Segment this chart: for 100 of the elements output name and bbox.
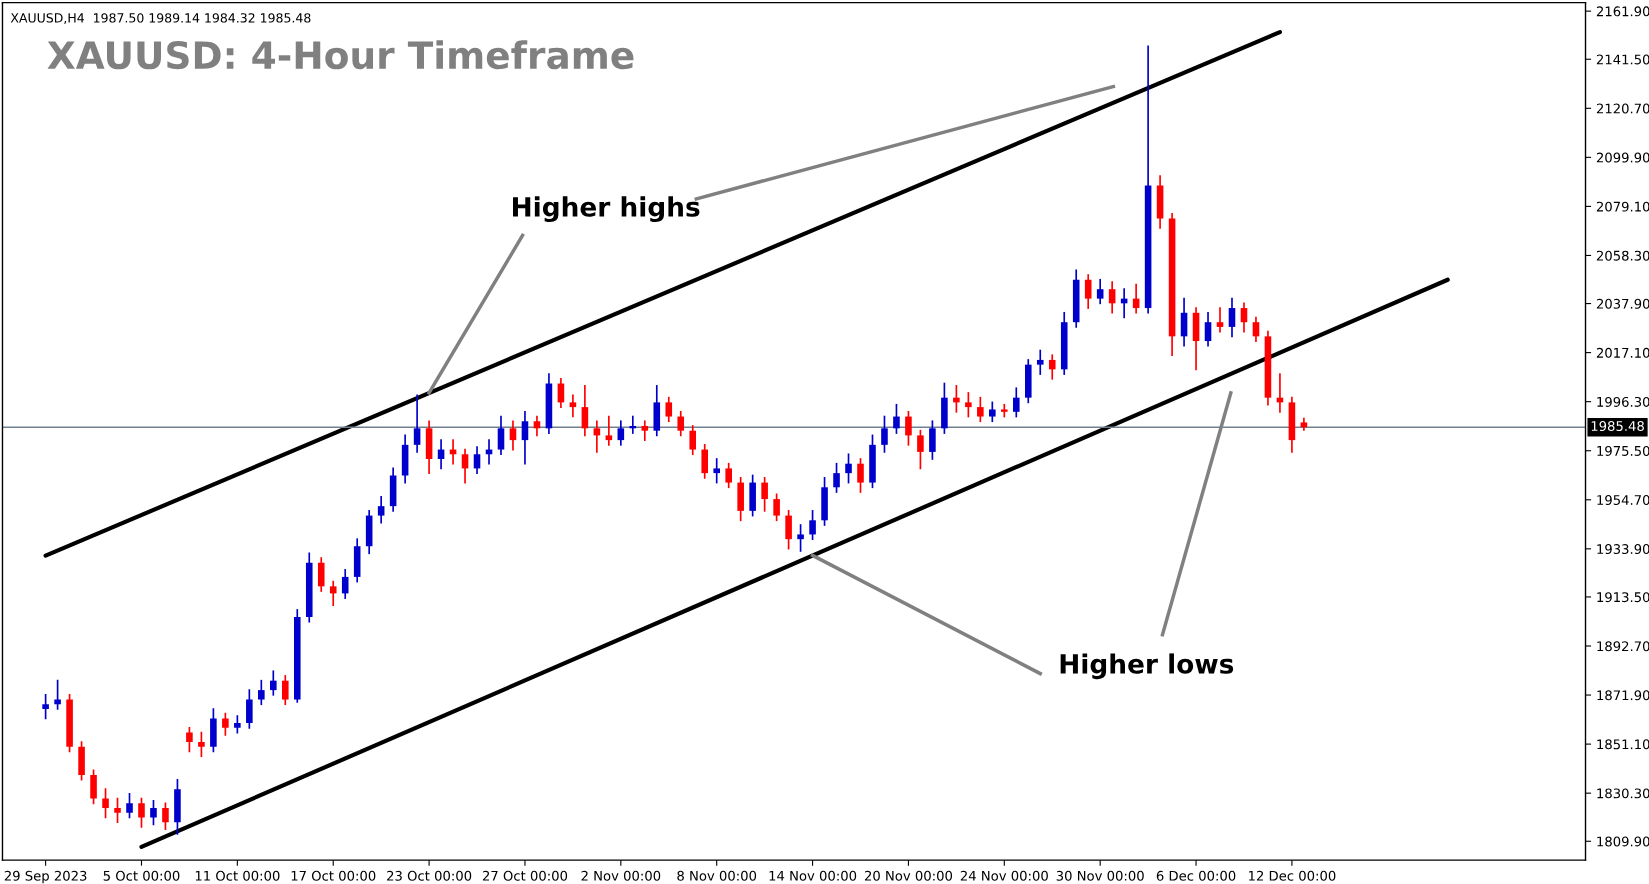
candlestick: [1001, 403, 1008, 418]
candlestick: [761, 477, 768, 512]
x-tick-label: 23 Oct 00:00: [387, 870, 472, 881]
candlestick: [473, 446, 481, 474]
candlestick: [150, 800, 157, 826]
candlestick: [114, 797, 121, 823]
x-tick-label: 24 Nov 00:00: [960, 870, 1048, 881]
x-tick-label: 20 Nov 00:00: [864, 870, 953, 881]
candlestick: [42, 693, 49, 720]
candlestick: [521, 410, 529, 465]
y-tick-label: 2161.90: [1596, 6, 1649, 17]
candlestick: [953, 385, 960, 413]
candlestick: [1108, 281, 1116, 314]
candlestick: [1036, 349, 1044, 375]
y-tick-label: 1996.30: [1597, 396, 1649, 407]
candlestick: [929, 420, 936, 460]
candlestick: [845, 453, 852, 484]
candlestick: [413, 394, 421, 453]
candlestick: [222, 712, 229, 736]
candlestick: [198, 731, 205, 757]
y-tick-label: 1954.70: [1597, 495, 1649, 505]
x-tick-label: 11 Oct 00:00: [195, 870, 280, 881]
candlestick: [725, 462, 732, 489]
candlestick: [617, 420, 625, 446]
y-tick-label: 1975.50: [1597, 445, 1649, 456]
candlestick: [54, 679, 61, 710]
y-tick-label: 1933.90: [1597, 544, 1649, 555]
x-tick-label: 27 Oct 00:00: [482, 870, 568, 881]
candlestick: [1216, 307, 1224, 333]
candlestick: [126, 793, 133, 819]
candlestick: [977, 396, 984, 423]
candlestick: [857, 458, 864, 493]
candlestick: [797, 524, 804, 552]
candlestick: [258, 679, 265, 706]
annotation: XAUUSD,H4 1987.50 1989.14 1984.32 1985.48: [10, 13, 311, 24]
candlestick: [1204, 311, 1212, 347]
y-tick-label: 1851.10: [1597, 739, 1649, 750]
annotation: Higher highs: [513, 196, 700, 223]
x-tick-label: 17 Oct 00:00: [291, 870, 376, 881]
candlestick: [905, 410, 912, 446]
candlestick: [965, 392, 972, 418]
annotation: Higher lows: [1060, 653, 1234, 680]
candlestick: [809, 510, 816, 541]
candlestick: [713, 458, 720, 484]
x-tick-label: 2 Nov 00:00: [581, 870, 661, 881]
x-tick-label: 30 Nov 00:00: [1056, 870, 1144, 881]
candlestick: [341, 568, 349, 599]
x-tick-label: 14 Nov 00:00: [769, 870, 857, 881]
candlestick: [893, 403, 900, 434]
y-tick-label: 2037.90: [1596, 298, 1649, 309]
candlestick: [1084, 274, 1092, 309]
candlestick: [377, 495, 385, 524]
y-tick-label: 2141.50: [1596, 54, 1649, 65]
candlestick: [317, 557, 325, 592]
candlestick: [186, 726, 193, 753]
y-tick-label: 2079.10: [1596, 201, 1649, 212]
candlestick: [701, 443, 709, 479]
candlestick: [605, 415, 613, 446]
candlestick: [461, 448, 469, 484]
candlestick: [1240, 302, 1248, 333]
candlestick: [917, 429, 924, 470]
candlestick: [1012, 387, 1020, 418]
candlestick: [581, 385, 589, 437]
candlestick: [677, 410, 685, 437]
y-tick-label: 2099.90: [1596, 152, 1649, 163]
y-tick-label: 2120.70: [1596, 103, 1649, 114]
candlestick: [102, 788, 109, 819]
y-tick-label: 1871.90: [1597, 690, 1649, 701]
y-tick-label: 1809.90: [1597, 836, 1649, 847]
candlestick: [569, 394, 577, 418]
candlestick: [246, 689, 253, 729]
candlestick: [509, 420, 517, 451]
ref-line-label: 1985.48: [1591, 421, 1644, 432]
y-tick-label: 2058.30: [1596, 250, 1649, 261]
candlestick: [881, 415, 888, 453]
candlestick: [833, 462, 840, 493]
y-tick-label: 2017.10: [1596, 347, 1649, 358]
candlestick: [90, 769, 97, 805]
y-tick-label: 1892.70: [1597, 641, 1649, 652]
candlestick: [497, 415, 505, 456]
candlestick: [329, 580, 337, 607]
y-tick-label: 1830.30: [1597, 788, 1649, 799]
candlestick: [689, 425, 697, 456]
x-tick-label: 12 Dec 00:00: [1249, 870, 1336, 881]
y-tick-label: 1913.50: [1597, 592, 1649, 603]
candlestick: [281, 675, 289, 706]
x-tick-label: 5 Oct 00:00: [103, 870, 180, 881]
candlestick: [138, 797, 145, 828]
candlestick: [785, 510, 792, 550]
candlestick: [773, 493, 780, 522]
text: XAUUSD: 4-Hour Timeframe: [47, 40, 634, 70]
candlestick: [665, 396, 673, 423]
candlestick: [1096, 278, 1104, 305]
candlestick: [162, 802, 169, 831]
candlestick: [1048, 354, 1056, 380]
candlestick: [989, 401, 996, 423]
candlestick: [1252, 316, 1260, 342]
x-tick-label: 29 Sep 2023: [4, 870, 87, 884]
x-tick-label: 6 Dec 00:00: [1156, 870, 1236, 881]
candlestick: [641, 420, 649, 441]
